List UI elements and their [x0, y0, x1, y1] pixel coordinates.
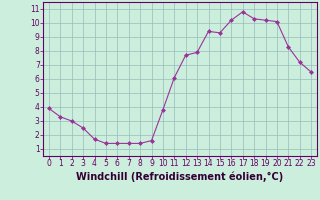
X-axis label: Windchill (Refroidissement éolien,°C): Windchill (Refroidissement éolien,°C) — [76, 171, 284, 182]
